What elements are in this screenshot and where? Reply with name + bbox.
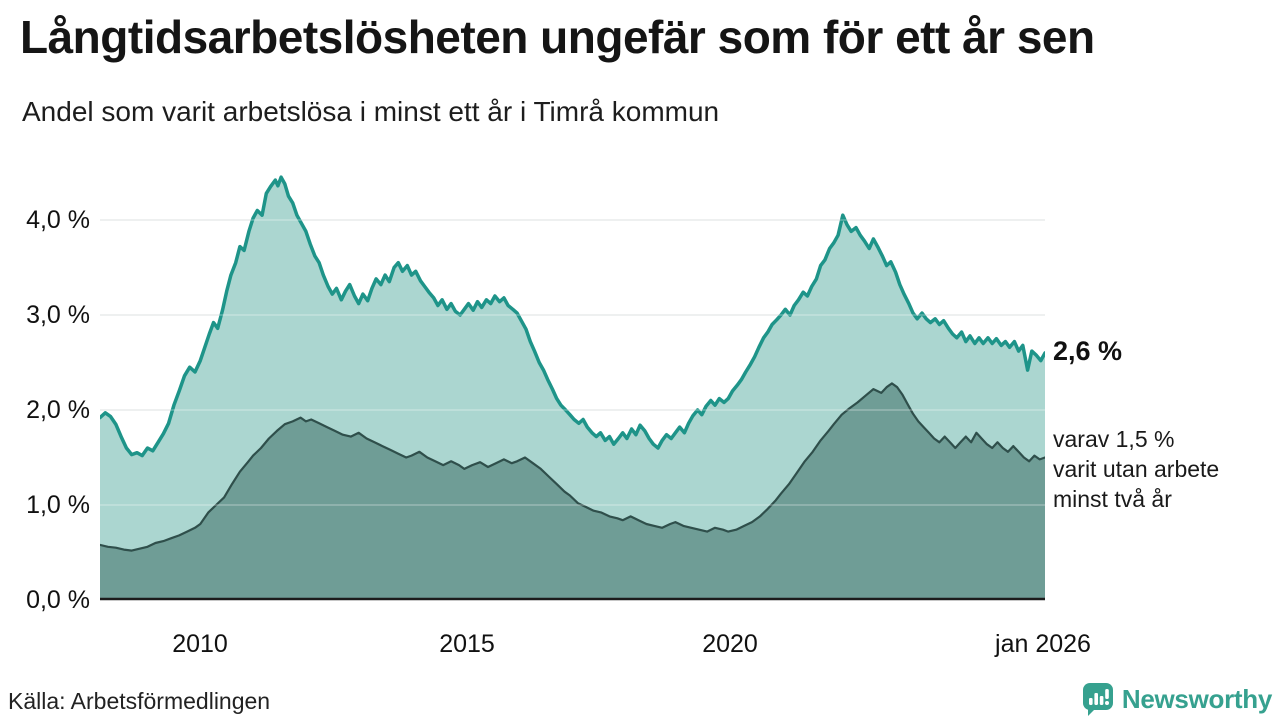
- endpoint-detail-line-2: varit utan arbete: [1053, 456, 1220, 482]
- x-axis-label-2015: 2015: [439, 630, 495, 658]
- newsworthy-icon: [1082, 683, 1113, 716]
- newsworthy-wordmark: Newsworthy: [1121, 683, 1272, 714]
- y-axis-label-4: 4,0 %: [26, 206, 90, 234]
- endpoint-detail-two-years: varav 1,5 % varit utan arbete minst två …: [1053, 424, 1219, 514]
- endpoint-value-total: 2,6 %: [1053, 336, 1123, 366]
- source-note: Källa: Arbetsförmedlingen: [8, 688, 271, 714]
- gridlines-overlay: [100, 219, 1045, 506]
- area-chart: [98, 175, 1047, 601]
- y-axis-label-2: 2,0 %: [26, 396, 90, 424]
- chart-title: Långtidsarbetslösheten ungefär som för e…: [20, 11, 1095, 63]
- newsworthy-logo: Newsworthy: [1081, 681, 1272, 717]
- x-axis-label-2020: 2020: [702, 630, 758, 658]
- y-axis-label-3: 3,0 %: [26, 301, 90, 329]
- x-axis-label-jan-2026: jan 2026: [995, 630, 1091, 658]
- plot-area: [98, 170, 1047, 601]
- series-unemployed-two-years: [98, 382, 1047, 600]
- x-axis-label-2010: 2010: [172, 630, 228, 658]
- endpoint-detail-line-1: varav 1,5 %: [1053, 426, 1175, 452]
- y-axis-label-0: 0,0 %: [26, 586, 90, 614]
- endpoint-detail-line-3: minst två år: [1053, 486, 1172, 512]
- y-axis-label-1: 1,0 %: [26, 491, 90, 519]
- chart-subtitle: Andel som varit arbetslösa i minst ett å…: [22, 96, 720, 127]
